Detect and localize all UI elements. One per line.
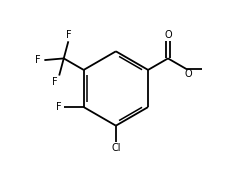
Text: F: F [52,77,57,87]
Text: F: F [35,55,41,65]
Text: O: O [164,30,171,39]
Text: Cl: Cl [111,143,120,153]
Text: O: O [184,69,191,79]
Text: F: F [55,102,61,112]
Text: F: F [66,30,72,40]
